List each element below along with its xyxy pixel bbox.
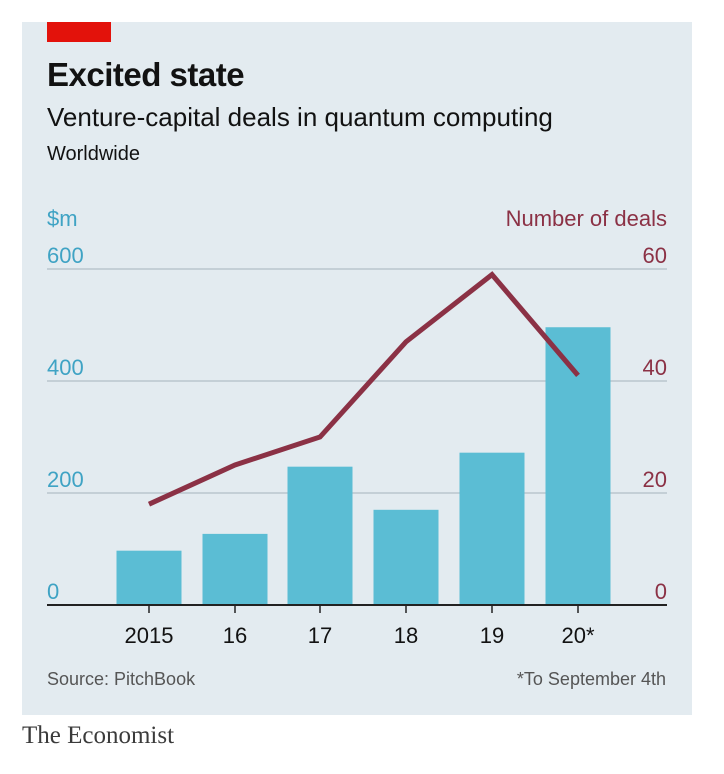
chart-panel: Excited state Venture-capital deals in q…	[22, 22, 692, 715]
footnote: *To September 4th	[516, 669, 666, 689]
left-tick-label: 400	[47, 355, 84, 380]
x-tick-marks	[148, 605, 579, 613]
chart-scope: Worldwide	[47, 143, 140, 165]
chart-title: Excited state	[47, 56, 245, 93]
left-tick-label: 0	[47, 579, 59, 604]
left-axis-label: $m	[47, 206, 78, 231]
right-tick-label: 60	[643, 243, 667, 268]
x-tick-label: 18	[394, 623, 418, 648]
publisher-brand: The Economist	[22, 722, 175, 749]
x-tick-label: 2015	[125, 623, 174, 648]
right-axis-label: Number of deals	[506, 206, 667, 231]
deals-line	[147, 271, 580, 507]
bar-20*	[545, 327, 611, 605]
right-tick-label: 20	[643, 467, 667, 492]
x-tick-label: 17	[308, 623, 332, 648]
bar-19	[459, 452, 525, 605]
x-tick-label: 20*	[561, 623, 594, 648]
x-tick-label: 16	[223, 623, 247, 648]
bar-16	[202, 533, 268, 605]
accent-tag	[47, 22, 111, 42]
left-tick-label: 200	[47, 467, 84, 492]
left-tick-label: 600	[47, 243, 84, 268]
bar-2015	[116, 550, 182, 605]
bar-18	[373, 509, 439, 605]
right-tick-label: 40	[643, 355, 667, 380]
source-note: Source: PitchBook	[47, 669, 196, 689]
x-tick-label: 19	[480, 623, 504, 648]
right-tick-label: 0	[655, 579, 667, 604]
bar-17	[287, 466, 353, 605]
bar-series	[116, 327, 611, 605]
line-series	[147, 271, 580, 507]
chart-subtitle: Venture-capital deals in quantum computi…	[47, 102, 553, 132]
